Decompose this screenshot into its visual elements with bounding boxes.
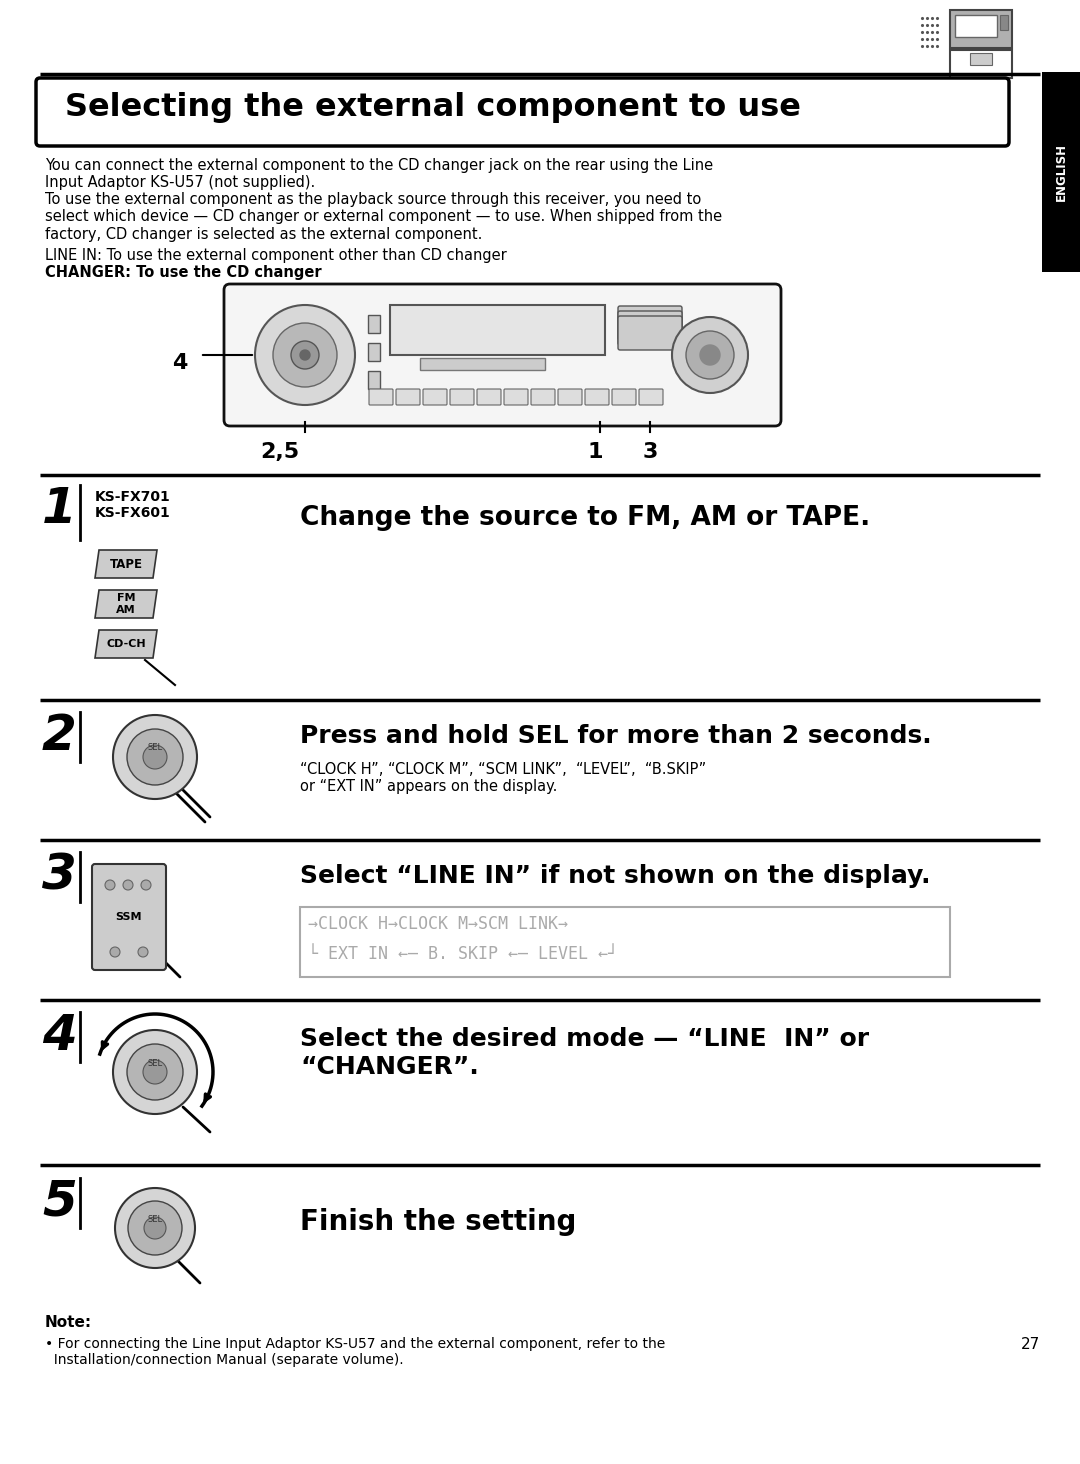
Circle shape (141, 880, 151, 890)
Circle shape (300, 350, 310, 360)
Text: TAPE: TAPE (109, 558, 143, 571)
Text: You can connect the external component to the CD changer jack on the rear using : You can connect the external component t… (45, 158, 713, 190)
Text: Change the source to FM, AM or TAPE.: Change the source to FM, AM or TAPE. (300, 505, 870, 531)
Text: FM
AM: FM AM (117, 593, 136, 615)
Circle shape (143, 745, 167, 769)
Text: KS-FX701
KS-FX601: KS-FX701 KS-FX601 (95, 490, 171, 520)
Text: SSM: SSM (116, 912, 143, 922)
Circle shape (127, 1044, 183, 1099)
Text: Note:: Note: (45, 1315, 92, 1329)
Text: SEL: SEL (148, 1215, 163, 1224)
Text: 4: 4 (172, 353, 187, 373)
Circle shape (686, 331, 734, 379)
FancyBboxPatch shape (639, 389, 663, 406)
Circle shape (110, 947, 120, 957)
Bar (420, 359, 545, 370)
Circle shape (127, 729, 183, 785)
Bar (1000, 15, 1008, 29)
Circle shape (700, 346, 720, 365)
Bar (1042, 72, 1080, 272)
Polygon shape (95, 550, 157, 578)
Circle shape (291, 341, 319, 369)
Circle shape (123, 880, 133, 890)
Text: “CLOCK H”, “CLOCK M”, “SCM LINK”,  “LEVEL”,  “B.SKIP”
or “EXT IN” appears on the: “CLOCK H”, “CLOCK M”, “SCM LINK”, “LEVEL… (300, 761, 706, 795)
Circle shape (113, 714, 197, 799)
Text: LINE IN: To use the external component other than CD changer: LINE IN: To use the external component o… (45, 247, 507, 264)
FancyBboxPatch shape (396, 389, 420, 406)
FancyBboxPatch shape (224, 284, 781, 426)
Text: 27: 27 (1021, 1337, 1040, 1351)
Text: 3: 3 (643, 442, 658, 463)
Circle shape (273, 324, 337, 386)
Polygon shape (95, 630, 157, 657)
FancyBboxPatch shape (92, 864, 166, 971)
Circle shape (114, 1187, 195, 1268)
Bar (950, 10, 1012, 48)
Text: →CLOCK H→CLOCK M→SCM LINK→: →CLOCK H→CLOCK M→SCM LINK→ (308, 915, 568, 933)
FancyBboxPatch shape (585, 389, 609, 406)
FancyBboxPatch shape (369, 389, 393, 406)
Circle shape (129, 1200, 183, 1255)
Circle shape (105, 880, 114, 890)
FancyBboxPatch shape (450, 389, 474, 406)
Text: └ EXT IN ←— B. SKIP ←— LEVEL ←┘: └ EXT IN ←— B. SKIP ←— LEVEL ←┘ (308, 944, 618, 963)
Text: CHANGER: To use the CD changer: CHANGER: To use the CD changer (45, 265, 322, 280)
Circle shape (113, 1031, 197, 1114)
Text: SEL: SEL (148, 1060, 163, 1069)
Circle shape (672, 318, 748, 392)
Text: CD-CH: CD-CH (106, 638, 146, 649)
Text: Select “LINE IN” if not shown on the display.: Select “LINE IN” if not shown on the dis… (300, 864, 931, 889)
Text: 2,5: 2,5 (260, 442, 299, 463)
Text: Selecting the external component to use: Selecting the external component to use (65, 92, 801, 123)
FancyBboxPatch shape (531, 389, 555, 406)
Bar (390, 305, 605, 354)
FancyBboxPatch shape (504, 389, 528, 406)
Text: 5: 5 (42, 1179, 77, 1225)
Text: 2: 2 (42, 712, 77, 760)
FancyBboxPatch shape (558, 389, 582, 406)
Text: ENGLISH: ENGLISH (1054, 143, 1067, 201)
Bar (300, 908, 950, 976)
Circle shape (144, 1217, 166, 1239)
Text: Select the desired mode — “LINE  IN” or
“CHANGER”.: Select the desired mode — “LINE IN” or “… (300, 1028, 869, 1079)
Bar (368, 315, 380, 332)
Text: 1: 1 (42, 485, 77, 533)
Text: Finish the setting: Finish the setting (300, 1208, 577, 1236)
FancyBboxPatch shape (477, 389, 501, 406)
Bar (970, 53, 993, 64)
FancyBboxPatch shape (618, 306, 681, 340)
Text: 1: 1 (588, 442, 603, 463)
FancyBboxPatch shape (36, 78, 1009, 146)
Bar (955, 15, 997, 37)
Bar (368, 370, 380, 389)
Polygon shape (95, 590, 157, 618)
FancyBboxPatch shape (618, 310, 681, 346)
Circle shape (138, 947, 148, 957)
FancyBboxPatch shape (618, 316, 681, 350)
Text: 3: 3 (42, 852, 77, 900)
Text: 4: 4 (42, 1012, 77, 1060)
Circle shape (143, 1060, 167, 1083)
Text: SEL: SEL (148, 742, 163, 751)
Text: • For connecting the Line Input Adaptor KS-U57 and the external component, refer: • For connecting the Line Input Adaptor … (45, 1337, 665, 1367)
Text: To use the external component as the playback source through this receiver, you : To use the external component as the pla… (45, 192, 723, 242)
Bar (950, 50, 1012, 78)
FancyBboxPatch shape (423, 389, 447, 406)
FancyBboxPatch shape (612, 389, 636, 406)
Text: Press and hold SEL for more than 2 seconds.: Press and hold SEL for more than 2 secon… (300, 725, 932, 748)
Bar (368, 343, 380, 362)
Circle shape (255, 305, 355, 406)
